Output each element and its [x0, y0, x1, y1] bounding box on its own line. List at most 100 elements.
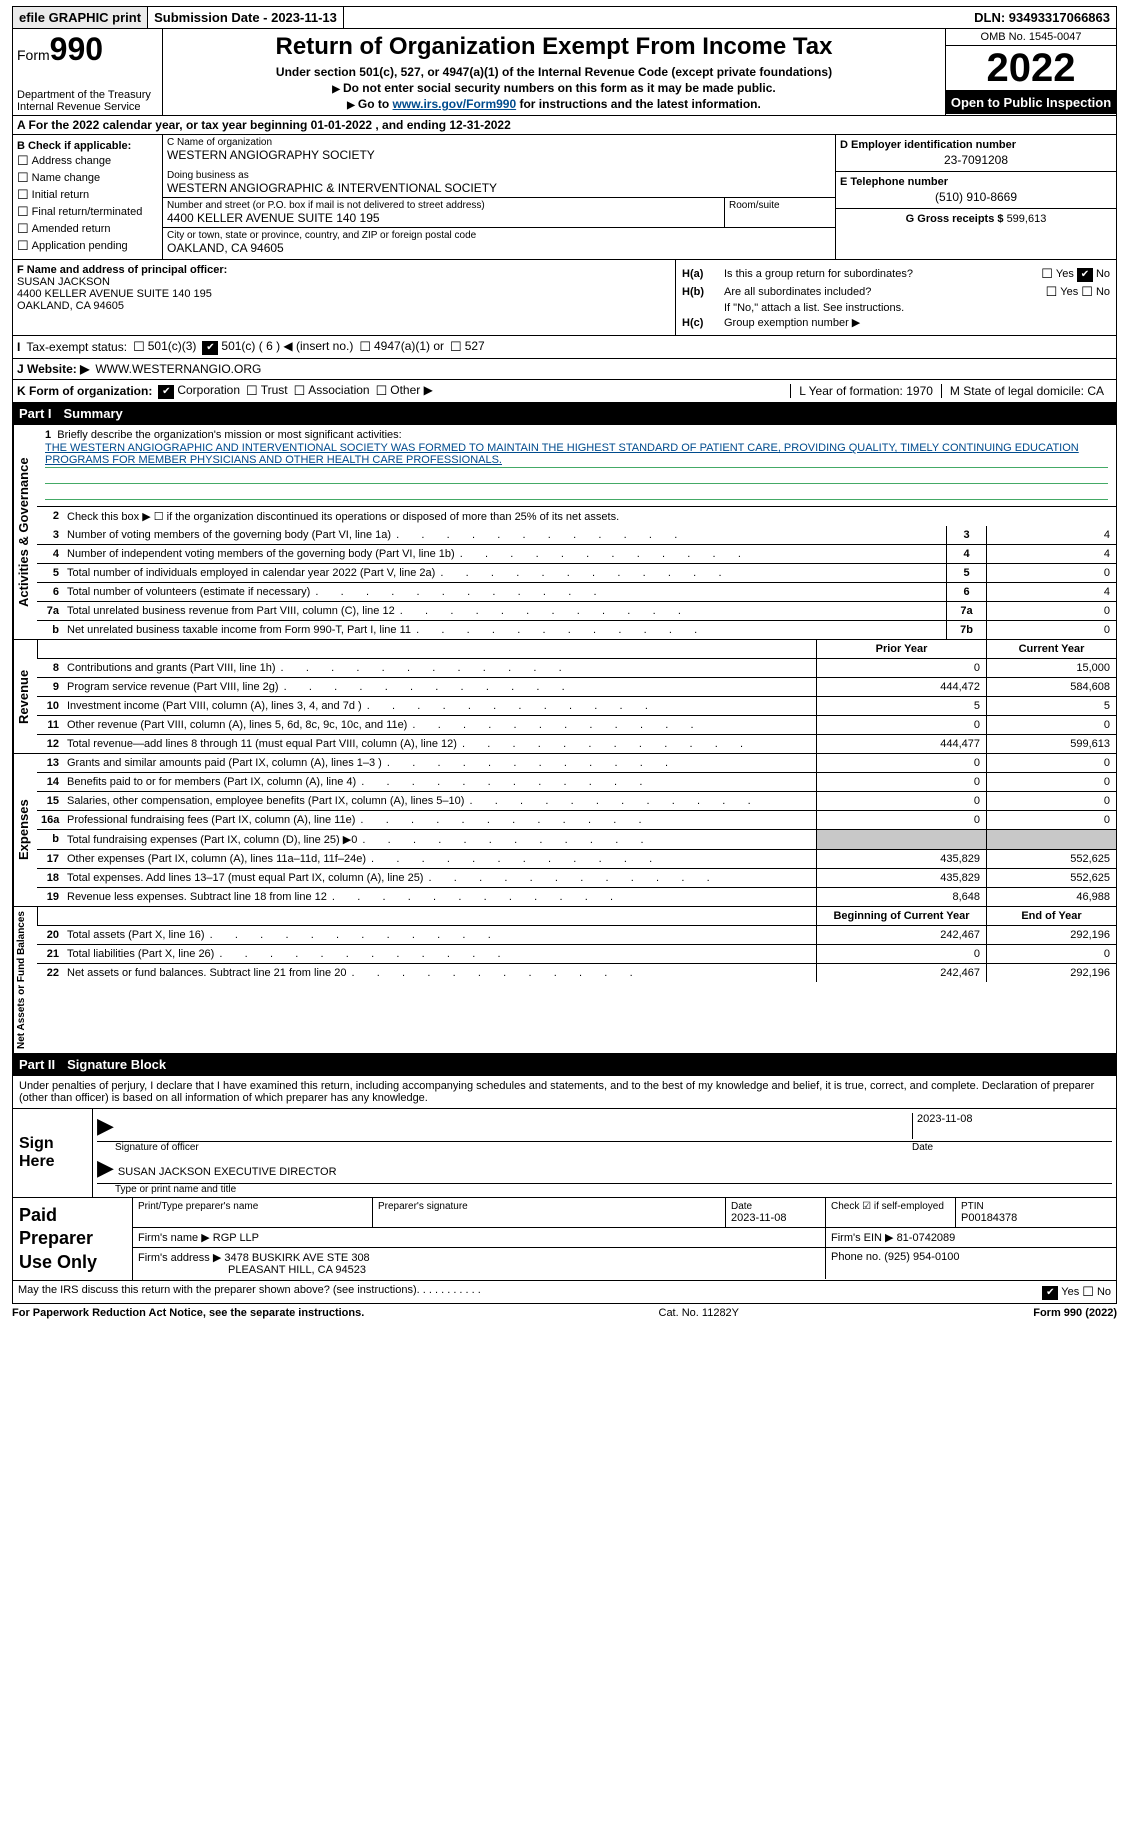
- opt-4947[interactable]: 4947(a)(1) or: [359, 339, 444, 355]
- ein-label: D Employer identification number: [840, 139, 1112, 151]
- gross-value: 599,613: [1007, 213, 1047, 225]
- discuss-yes[interactable]: Yes: [1042, 1286, 1079, 1298]
- ha-yes[interactable]: Yes: [1041, 268, 1074, 280]
- mission-text: THE WESTERN ANGIOGRAPHIC AND INTERVENTIO…: [45, 441, 1108, 468]
- col-b-checkboxes: B Check if applicable: Address change Na…: [13, 135, 163, 259]
- col-c-org-info: C Name of organization WESTERN ANGIOGRAP…: [163, 135, 836, 259]
- room-label: Room/suite: [729, 200, 831, 211]
- part2-num: Part II: [19, 1057, 55, 1072]
- hb-no[interactable]: No: [1081, 286, 1110, 298]
- firm-addr2-value: PLEASANT HILL, CA 94523: [138, 1264, 366, 1276]
- part2-title: Signature Block: [67, 1057, 166, 1072]
- org-name: WESTERN ANGIOGRAPHY SOCIETY: [167, 148, 831, 162]
- dln: DLN: 93493317066863: [968, 7, 1116, 28]
- cat-number: Cat. No. 11282Y: [364, 1307, 1033, 1319]
- chk-amended-return[interactable]: Amended return: [17, 221, 158, 237]
- part1-body: Activities & Governance 1 Briefly descri…: [12, 425, 1117, 640]
- section-bcd: B Check if applicable: Address change Na…: [12, 135, 1117, 260]
- firm-ein-label: Firm's EIN ▶: [831, 1232, 894, 1244]
- dba-label: Doing business as: [167, 170, 831, 181]
- subtitle-1: Under section 501(c), 527, or 4947(a)(1)…: [167, 65, 941, 79]
- row-i-tax-status: ITax-exempt status: 501(c)(3) 501(c) ( 6…: [12, 336, 1117, 359]
- summary-row: 15 Salaries, other compensation, employe…: [37, 792, 1116, 811]
- summary-row: 17 Other expenses (Part IX, column (A), …: [37, 850, 1116, 869]
- row-j-website: J Website: ▶ WWW.WESTERNANGIO.ORG: [12, 359, 1117, 380]
- firm-addr1-value: 3478 BUSKIRK AVE STE 308: [224, 1252, 369, 1264]
- prior-year-hdr: Prior Year: [816, 640, 986, 658]
- website-label: J Website: ▶: [17, 362, 89, 376]
- ha-no[interactable]: No: [1077, 268, 1110, 280]
- chk-application-pending[interactable]: Application pending: [17, 238, 158, 254]
- officer-addr1: 4400 KELLER AVENUE SUITE 140 195: [17, 288, 671, 300]
- summary-row: 20 Total assets (Part X, line 16) 242,46…: [37, 926, 1116, 945]
- prep-header: Paid Preparer Use Only: [13, 1198, 133, 1280]
- ein-value: 23-7091208: [840, 153, 1112, 167]
- state-domicile: M State of legal domicile: CA: [941, 384, 1112, 398]
- signature-intro: Under penalties of perjury, I declare th…: [12, 1076, 1117, 1109]
- org-name-label: C Name of organization: [167, 137, 831, 148]
- part1-title: Summary: [64, 406, 123, 421]
- section-fh: F Name and address of principal officer:…: [12, 260, 1117, 336]
- chk-name-change[interactable]: Name change: [17, 170, 158, 186]
- discuss-no[interactable]: No: [1082, 1286, 1111, 1298]
- dept-treasury: Department of the Treasury Internal Reve…: [17, 89, 158, 113]
- sig-name-label: Type or print name and title: [97, 1184, 1112, 1195]
- hc-text: Group exemption number ▶: [724, 316, 1110, 329]
- ha-text: Is this a group return for subordinates?: [724, 266, 998, 282]
- firm-name-label: Firm's name ▶: [138, 1232, 210, 1244]
- opt-corporation[interactable]: Corporation: [158, 383, 240, 399]
- summary-row: 21 Total liabilities (Part X, line 26) 0…: [37, 945, 1116, 964]
- chk-final-return[interactable]: Final return/terminated: [17, 204, 158, 220]
- opt-501c3[interactable]: 501(c)(3): [133, 339, 196, 355]
- discuss-text: May the IRS discuss this return with the…: [18, 1284, 417, 1300]
- summary-row: 4 Number of independent voting members o…: [37, 545, 1116, 564]
- subtitle-3: Go to www.irs.gov/Form990 for instructio…: [167, 97, 941, 111]
- prep-ptin-value: P00184378: [961, 1212, 1111, 1224]
- tel-label: E Telephone number: [840, 176, 1112, 188]
- website-value: WWW.WESTERNANGIO.ORG: [95, 362, 261, 376]
- hb-yes[interactable]: Yes: [1046, 286, 1079, 298]
- officer-addr2: OAKLAND, CA 94605: [17, 300, 671, 312]
- summary-row: 14 Benefits paid to or for members (Part…: [37, 773, 1116, 792]
- summary-row: 12 Total revenue—add lines 8 through 11 …: [37, 735, 1116, 753]
- sig-date-label: Date: [912, 1142, 1112, 1153]
- opt-501c[interactable]: 501(c) ( 6 ) ◀ (insert no.): [202, 339, 353, 355]
- efile-print-button[interactable]: efile GRAPHIC print: [13, 7, 148, 28]
- prep-date-value: 2023-11-08: [731, 1212, 820, 1224]
- footer: For Paperwork Reduction Act Notice, see …: [12, 1304, 1117, 1322]
- opt-other[interactable]: Other ▶: [376, 383, 433, 399]
- eoy-hdr: End of Year: [986, 907, 1116, 925]
- col-h-group: H(a)Is this a group return for subordina…: [676, 260, 1116, 335]
- part1-header: Part I Summary: [12, 403, 1117, 425]
- form-number: Form990: [17, 31, 158, 68]
- chk-address-change[interactable]: Address change: [17, 153, 158, 169]
- sig-officer-label: Signature of officer: [97, 1142, 912, 1153]
- summary-row: 13 Grants and similar amounts paid (Part…: [37, 754, 1116, 773]
- open-to-public: Open to Public Inspection: [946, 91, 1116, 114]
- tab-activities-governance: Activities & Governance: [13, 425, 37, 639]
- part1-num: Part I: [19, 406, 52, 421]
- netassets-section: Net Assets or Fund Balances Beginning of…: [12, 907, 1117, 1054]
- firm-ein-value: 81-0742089: [897, 1232, 956, 1244]
- boy-hdr: Beginning of Current Year: [816, 907, 986, 925]
- col-f-officer: F Name and address of principal officer:…: [13, 260, 676, 335]
- prep-date-label: Date: [731, 1201, 820, 1212]
- opt-trust[interactable]: Trust: [246, 383, 288, 399]
- tel-value: (510) 910-8669: [840, 190, 1112, 204]
- mission-block: 1 Briefly describe the organization's mi…: [37, 425, 1116, 507]
- sign-here-label: Sign Here: [13, 1109, 93, 1197]
- subtitle-2: Do not enter social security numbers on …: [167, 81, 941, 95]
- tab-expenses: Expenses: [13, 754, 37, 906]
- col-b-header: B Check if applicable:: [17, 140, 158, 152]
- paid-preparer-block: Paid Preparer Use Only Print/Type prepar…: [12, 1198, 1117, 1281]
- prep-ptin-label: PTIN: [961, 1201, 1111, 1212]
- hb-note: If "No," attach a list. See instructions…: [724, 302, 1110, 314]
- city-label: City or town, state or province, country…: [167, 230, 831, 241]
- firm-name-value: RGP LLP: [213, 1232, 259, 1244]
- chk-initial-return[interactable]: Initial return: [17, 187, 158, 203]
- mission-label: Briefly describe the organization's miss…: [57, 429, 401, 441]
- opt-527[interactable]: 527: [450, 339, 485, 355]
- irs-link[interactable]: www.irs.gov/Form990: [393, 97, 517, 111]
- opt-association[interactable]: Association: [294, 383, 370, 399]
- gross-label: G Gross receipts $: [906, 213, 1007, 225]
